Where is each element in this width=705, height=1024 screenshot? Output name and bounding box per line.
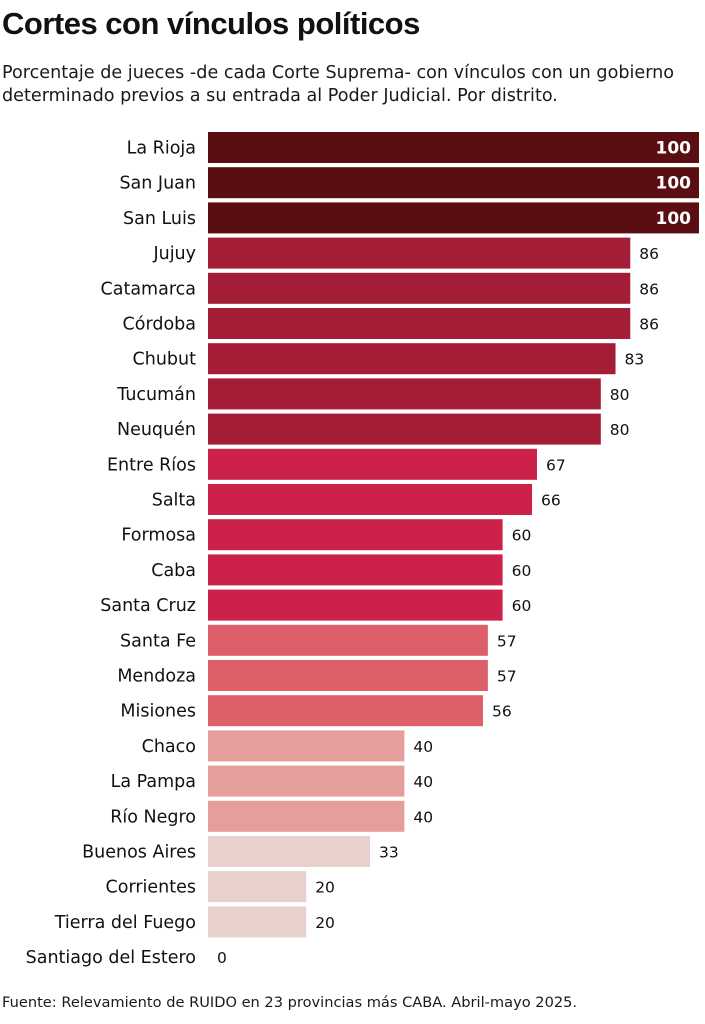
value-label-corrientes: 20 xyxy=(315,879,335,897)
value-label-tucuman: 80 xyxy=(610,386,630,404)
category-label-jujuy: Jujuy xyxy=(152,244,196,264)
bar-caba xyxy=(208,554,503,586)
bar-misiones xyxy=(208,695,483,727)
chart-title: Cortes con vínculos políticos xyxy=(2,6,420,41)
chart-subtitle: Porcentaje de jueces -de cada Corte Supr… xyxy=(2,63,675,106)
bar-mendoza xyxy=(208,660,488,691)
bar-chart: La Rioja 100 San Juan 100 San Luis 100 Jujuy 86… xyxy=(26,132,699,968)
bar-salta xyxy=(208,484,533,515)
value-label-san-juan: 100 xyxy=(656,174,692,194)
bar-san-juan xyxy=(208,167,699,199)
value-label-caba: 60 xyxy=(512,562,532,580)
bar-santa-fe xyxy=(208,624,488,656)
value-label-cordoba: 86 xyxy=(639,316,659,334)
bar-tierra-del-fuego xyxy=(208,906,307,938)
bar-la-pampa xyxy=(208,765,405,797)
category-label-catamarca: Catamarca xyxy=(101,279,196,299)
bar-neuquen xyxy=(208,413,601,445)
bar-corrientes xyxy=(208,871,307,903)
category-label-santa-fe: Santa Fe xyxy=(120,631,196,651)
value-label-la-pampa: 40 xyxy=(413,773,433,791)
value-label-chubut: 83 xyxy=(625,351,645,369)
category-label-la-pampa: La Pampa xyxy=(111,772,196,792)
category-label-misiones: Misiones xyxy=(120,702,196,722)
category-label-santiago-del-estero: Santiago del Estero xyxy=(26,948,196,968)
value-label-santa-cruz: 60 xyxy=(512,597,532,615)
category-label-san-juan: San Juan xyxy=(119,174,196,194)
category-label-santa-cruz: Santa Cruz xyxy=(100,596,196,616)
bar-santa-cruz xyxy=(208,589,503,621)
source-note: Fuente: Relevamiento de RUIDO en 23 prov… xyxy=(2,994,578,1011)
bar-cordoba xyxy=(208,308,631,339)
bar-jujuy xyxy=(208,237,631,269)
value-label-entre-rios: 67 xyxy=(546,456,566,474)
value-label-catamarca: 86 xyxy=(639,280,659,298)
value-label-la-rioja: 100 xyxy=(656,139,692,159)
value-label-santa-fe: 57 xyxy=(497,632,517,650)
value-label-buenos-aires: 33 xyxy=(379,844,399,862)
category-label-caba: Caba xyxy=(151,561,196,581)
value-label-neuquen: 80 xyxy=(610,421,630,439)
bar-buenos-aires xyxy=(208,836,371,867)
value-label-salta: 66 xyxy=(541,492,561,510)
value-label-chaco: 40 xyxy=(413,738,433,756)
value-label-san-luis: 100 xyxy=(656,209,692,229)
bar-chaco xyxy=(208,730,405,762)
category-label-tucuman: Tucumán xyxy=(116,385,196,405)
category-label-chaco: Chaco xyxy=(142,737,196,757)
bar-la-rioja xyxy=(208,132,699,163)
value-label-formosa: 60 xyxy=(512,527,532,545)
category-label-salta: Salta xyxy=(152,491,196,511)
bar-tucuman xyxy=(208,378,601,410)
value-label-misiones: 56 xyxy=(492,703,512,721)
category-label-entre-rios: Entre Ríos xyxy=(107,455,196,475)
value-label-tierra-del-fuego: 20 xyxy=(315,914,335,932)
category-label-neuquen: Neuquén xyxy=(117,420,196,440)
bar-catamarca xyxy=(208,272,631,304)
category-label-rio-negro: Río Negro xyxy=(110,807,196,827)
category-label-formosa: Formosa xyxy=(121,526,196,546)
category-label-corrientes: Corrientes xyxy=(106,878,196,898)
value-label-mendoza: 57 xyxy=(497,668,517,686)
category-label-chubut: Chubut xyxy=(133,350,197,370)
bar-chubut xyxy=(208,343,616,375)
value-label-santiago-del-estero: 0 xyxy=(217,949,227,967)
value-label-rio-negro: 40 xyxy=(413,808,433,826)
category-label-mendoza: Mendoza xyxy=(117,667,196,687)
category-label-san-luis: San Luis xyxy=(123,209,196,229)
category-label-buenos-aires: Buenos Aires xyxy=(82,843,196,863)
category-label-la-rioja: La Rioja xyxy=(127,139,196,159)
bar-entre-rios xyxy=(208,448,537,480)
value-label-jujuy: 86 xyxy=(639,245,659,263)
bar-san-luis xyxy=(208,202,699,234)
bar-formosa xyxy=(208,519,503,551)
category-label-cordoba: Córdoba xyxy=(123,315,196,335)
category-label-tierra-del-fuego: Tierra del Fuego xyxy=(54,913,196,933)
bar-rio-negro xyxy=(208,800,405,832)
